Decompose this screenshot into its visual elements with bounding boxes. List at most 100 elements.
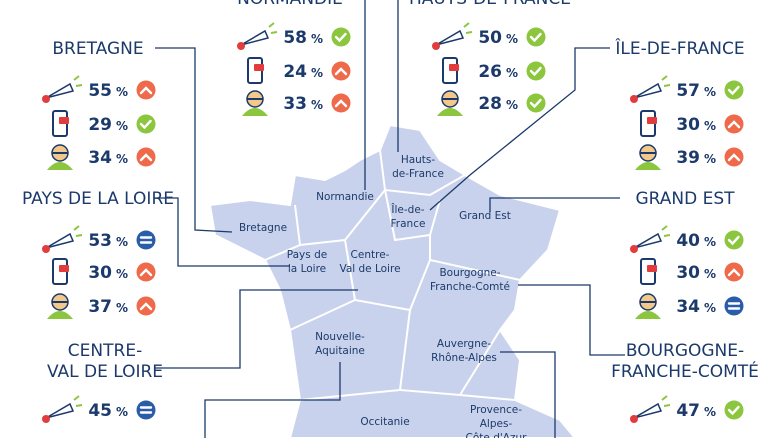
horn-dot (432, 42, 440, 50)
status-up (136, 147, 156, 167)
unit: % (704, 119, 716, 133)
status-check (526, 61, 546, 81)
region-label: Val de Loire (339, 263, 400, 275)
horn-icon (45, 82, 75, 99)
france-map (208, 123, 577, 438)
unit: % (116, 119, 128, 133)
status-glyph (139, 236, 153, 244)
status-glyph (727, 235, 740, 246)
region-label: Centre- (351, 249, 390, 261)
status-glyph (139, 153, 153, 162)
horn-icon (45, 232, 75, 249)
region-label: France (391, 218, 426, 230)
unit: % (704, 267, 716, 281)
unit: % (116, 405, 128, 419)
unit: % (704, 152, 716, 166)
region-label: Pays de (287, 249, 327, 261)
panel-title: BOURGOGNE- (626, 341, 744, 361)
horn-lines (73, 75, 83, 87)
status-check (724, 230, 744, 250)
value: 29 (88, 115, 112, 135)
horn-dot (630, 415, 638, 423)
unit: % (116, 85, 128, 99)
value: 34 (676, 297, 700, 317)
status-up (724, 147, 744, 167)
phone-badge (647, 117, 657, 124)
unit: % (506, 66, 518, 80)
panel-title: ÎLE-DE-FRANCE (614, 37, 744, 59)
status-up (724, 114, 744, 134)
horn-dot (42, 415, 50, 423)
status-glyph (139, 268, 153, 277)
region-panel: ÎLE-DE-FRANCE 57 % 30 % 39% (614, 37, 745, 170)
region-label: Auvergne- (437, 338, 491, 350)
value: 47 (676, 401, 700, 421)
horn-icon (633, 82, 663, 99)
region-panel: NORMANDIE 58% 24% 33% (237, 0, 351, 116)
horn-dot (42, 245, 50, 253)
horn-dot (237, 42, 245, 50)
region-panel: BOURGOGNE-FRANCHE-COMTÉ 47% (611, 341, 759, 423)
horn-icon (435, 29, 465, 46)
status-glyph (334, 32, 347, 43)
status-glyph (727, 85, 740, 96)
status-check (724, 80, 744, 100)
status-glyph (334, 67, 348, 76)
value: 55 (88, 81, 112, 101)
region-label: Grand Est (459, 210, 511, 222)
status-glyph (334, 99, 348, 108)
value: 37 (88, 297, 112, 317)
status-glyph (139, 406, 153, 414)
region-panel: GRAND EST 40 % 30 % 34% (630, 189, 744, 319)
person-body (47, 162, 73, 170)
status-equal (724, 296, 744, 316)
map-shape (208, 123, 577, 438)
horn-dot (630, 95, 638, 103)
region-label: Normandie (316, 191, 374, 203)
unit: % (311, 66, 323, 80)
status-check (526, 27, 546, 47)
value: 30 (676, 263, 700, 283)
status-up (136, 296, 156, 316)
region-borders (264, 149, 521, 401)
region-label: Franche-Comté (430, 281, 510, 293)
person-body (635, 311, 661, 319)
phone-badge (59, 117, 69, 124)
horn-lines (73, 225, 83, 237)
person-body (437, 108, 463, 116)
status-up (331, 93, 351, 113)
status-glyph (727, 302, 741, 310)
value: 50 (478, 28, 502, 48)
value: 24 (283, 62, 307, 82)
horn-lines (661, 395, 671, 407)
status-glyph (139, 86, 153, 95)
status-up (724, 262, 744, 282)
unit: % (704, 301, 716, 315)
unit: % (506, 32, 518, 46)
unit: % (704, 85, 716, 99)
value: 33 (283, 94, 307, 114)
panel-title: FRANCHE-COMTÉ (611, 360, 759, 382)
status-glyph (139, 119, 152, 130)
phone-badge (449, 64, 459, 71)
status-glyph (727, 120, 741, 129)
region-panels: NORMANDIE 58% 24% 33% HAUTS-DE-FRANCE 50% 26% 2… (22, 0, 759, 423)
horn-dot (630, 245, 638, 253)
region-label: Provence- (470, 404, 522, 416)
unit: % (704, 405, 716, 419)
status-check (526, 93, 546, 113)
horn-icon (45, 402, 75, 419)
person-body (635, 162, 661, 170)
panel-title: NORMANDIE (237, 0, 343, 9)
panel-title: BRETAGNE (52, 39, 143, 59)
value: 40 (676, 231, 700, 251)
value: 34 (88, 148, 112, 168)
unit: % (116, 301, 128, 315)
unit: % (311, 32, 323, 46)
panel-title: PAYS DE LA LOIRE (22, 189, 174, 209)
unit: % (116, 267, 128, 281)
phone-badge (647, 265, 657, 272)
value: 58 (283, 28, 307, 48)
unit: % (116, 235, 128, 249)
